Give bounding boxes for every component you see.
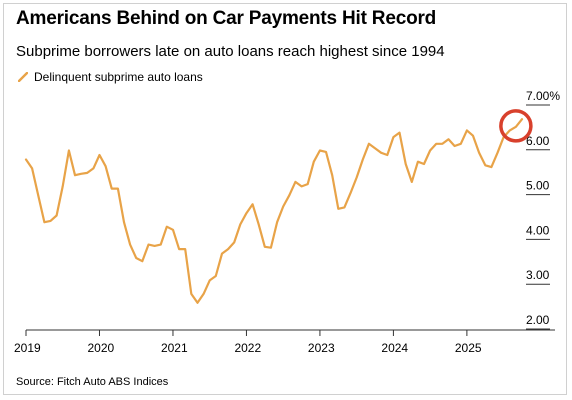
y-tick-label: 5.00 bbox=[526, 179, 550, 193]
x-tick-label: 2020 bbox=[87, 341, 114, 355]
chart-title: Americans Behind on Car Payments Hit Rec… bbox=[16, 8, 437, 29]
highlight-circle bbox=[499, 109, 533, 143]
x-tick-label: 2025 bbox=[455, 341, 482, 355]
legend-label: Delinquent subprime auto loans bbox=[34, 70, 203, 84]
y-tick-label: 4.00 bbox=[526, 223, 550, 237]
x-tick-label: 2021 bbox=[161, 341, 188, 355]
series-layer bbox=[24, 118, 524, 304]
x-tick-label: 2022 bbox=[234, 341, 261, 355]
series-line-delinquent-subprime-auto-loans bbox=[24, 118, 524, 304]
x-tick-label: 2019 bbox=[14, 341, 41, 355]
highlight-layer bbox=[499, 109, 533, 143]
y-tick-label: 2.00 bbox=[526, 313, 550, 327]
x-tick-label: 2024 bbox=[381, 341, 408, 355]
x-tick-label: 2023 bbox=[308, 341, 335, 355]
legend-swatch-icon bbox=[18, 72, 28, 82]
y-tick-label: 3.00 bbox=[526, 268, 550, 282]
y-tick-label: 7.00% bbox=[526, 89, 560, 103]
chart-subtitle: Subprime borrowers late on auto loans re… bbox=[16, 43, 445, 60]
source-note: Source: Fitch Auto ABS Indices bbox=[16, 376, 169, 388]
y-tick-label: 6.00 bbox=[526, 134, 550, 148]
axis-layer: 2.00 3.00 4.00 5.00 6.00 7.00% 2019 2020 2021 202… bbox=[14, 89, 560, 355]
legend: Delinquent subprime auto loans bbox=[18, 70, 203, 84]
